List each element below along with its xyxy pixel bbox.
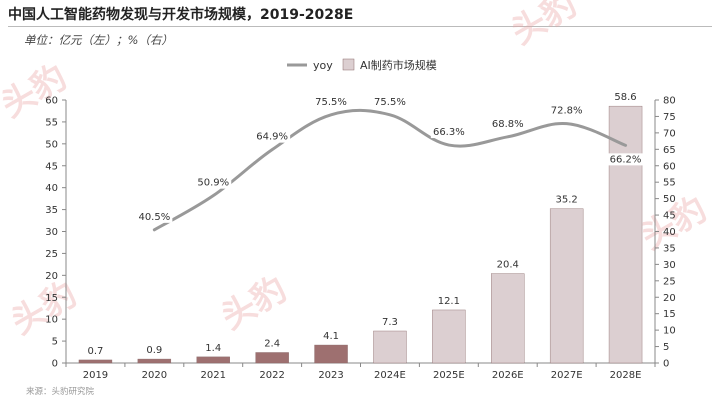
bar — [608, 105, 643, 364]
yoy-label-bg — [489, 117, 526, 130]
left-axis-tick-label: 60 — [45, 96, 58, 107]
yoy-label-bg — [313, 95, 350, 108]
left-axis-tick-label: 5 — [52, 337, 58, 348]
left-axis-tick-label: 55 — [45, 117, 58, 128]
left-axis-tick-label: 0 — [52, 359, 58, 370]
left-axis-tick-label: 10 — [45, 315, 58, 326]
right-axis-tick-label: 65 — [663, 145, 676, 156]
unit-note: 单位：亿元（左）；%（右） — [24, 33, 173, 47]
right-axis-tick-label: 40 — [663, 227, 676, 238]
right-axis-tick-label: 25 — [663, 276, 676, 287]
right-axis-tick-label: 60 — [663, 161, 676, 172]
x-axis-tick-label: 2020 — [142, 370, 167, 381]
left-axis-tick-label: 30 — [45, 227, 58, 238]
bar-value-label: 58.6 — [614, 92, 636, 103]
x-axis-tick-label: 2022 — [259, 370, 284, 381]
right-axis-tick-label: 0 — [663, 359, 669, 370]
left-axis-tick-label: 50 — [45, 139, 58, 150]
bar — [373, 330, 407, 364]
source-note: 来源：头豹研究院 — [26, 387, 95, 397]
right-axis-tick-label: 30 — [663, 260, 676, 271]
x-axis-tick-label: 2026E — [492, 370, 524, 381]
right-axis-tick-label: 75 — [663, 112, 676, 123]
bar-value-label: 0.9 — [146, 345, 162, 356]
left-axis-tick-label: 40 — [45, 183, 58, 194]
yoy-value-label: 72.8% — [551, 106, 583, 117]
right-axis-tick-label: 55 — [663, 178, 676, 189]
x-axis-tick-label: 2021 — [201, 370, 226, 381]
chart-title: 中国人工智能药物发现与开发市场规模，2019-2028E — [8, 7, 354, 23]
right-axis-tick-label: 20 — [663, 293, 676, 304]
bar — [255, 352, 289, 364]
bar — [314, 344, 348, 364]
yoy-value-label: 68.8% — [492, 119, 524, 130]
bar-value-label: 35.2 — [556, 195, 578, 206]
bar — [549, 208, 584, 364]
yoy-value-label: 64.9% — [256, 132, 288, 143]
x-axis-tick-label: 2019 — [83, 370, 108, 381]
bar-value-label: 7.3 — [382, 317, 398, 328]
yoy-value-label: 66.3% — [433, 127, 465, 138]
title-divider — [8, 26, 712, 27]
legend-yoy-label: yoy — [313, 59, 333, 72]
right-axis-tick-label: 45 — [663, 211, 676, 222]
yoy-label-bg — [136, 210, 173, 223]
x-axis-tick-label: 2027E — [551, 370, 583, 381]
bar-value-label: 2.4 — [264, 338, 280, 349]
left-axis-tick-label: 35 — [45, 205, 58, 216]
bar-value-label: 4.1 — [323, 331, 339, 342]
x-axis-tick-label: 2023 — [318, 370, 343, 381]
legend-bar-label: AI制药市场规模 — [360, 58, 437, 72]
x-axis-tick-label: 2024E — [374, 370, 406, 381]
legend-bar-swatch — [342, 58, 355, 71]
bar-value-label: 12.1 — [438, 296, 460, 307]
x-axis-tick-label: 2025E — [433, 370, 465, 381]
yoy-label-bg — [430, 126, 467, 139]
left-axis-tick-label: 20 — [45, 271, 58, 282]
left-axis-tick-label: 15 — [45, 293, 58, 304]
yoy-label-bg — [607, 153, 644, 166]
yoy-value-label: 75.5% — [315, 97, 347, 108]
x-axis-tick-label: 2028E — [610, 370, 642, 381]
watermark-text: 头豹 — [215, 269, 294, 338]
yoy-value-label: 66.2% — [610, 154, 642, 165]
yoy-label-bg — [548, 104, 585, 117]
bar — [432, 309, 466, 364]
watermark-text: 头豹 — [505, 0, 584, 53]
bar — [491, 273, 525, 364]
bar-value-label: 1.4 — [205, 343, 221, 354]
yoy-value-label: 50.9% — [197, 178, 229, 189]
bar-value-label: 20.4 — [497, 260, 519, 271]
yoy-value-label: 40.5% — [138, 212, 170, 223]
left-axis-tick-label: 45 — [45, 161, 58, 172]
yoy-label-bg — [195, 176, 232, 189]
yoy-label-bg — [371, 95, 408, 108]
yoy-label-bg — [254, 130, 291, 143]
right-axis-tick-label: 35 — [663, 243, 676, 254]
bar — [78, 359, 113, 364]
right-axis-tick-label: 10 — [663, 326, 676, 337]
right-axis-tick-label: 50 — [663, 194, 676, 205]
right-axis-tick-label: 5 — [663, 342, 669, 353]
watermark-text: 头豹 — [0, 57, 73, 126]
yoy-value-label: 75.5% — [374, 97, 406, 108]
bar-value-label: 0.7 — [87, 346, 103, 357]
watermark-text: 头豹 — [5, 274, 84, 343]
bar — [137, 358, 172, 364]
bar — [196, 356, 230, 364]
right-axis-tick-label: 15 — [663, 309, 676, 320]
left-axis-tick-label: 25 — [45, 249, 58, 260]
right-axis-tick-label: 70 — [663, 128, 676, 139]
right-axis-tick-label: 80 — [663, 96, 676, 107]
